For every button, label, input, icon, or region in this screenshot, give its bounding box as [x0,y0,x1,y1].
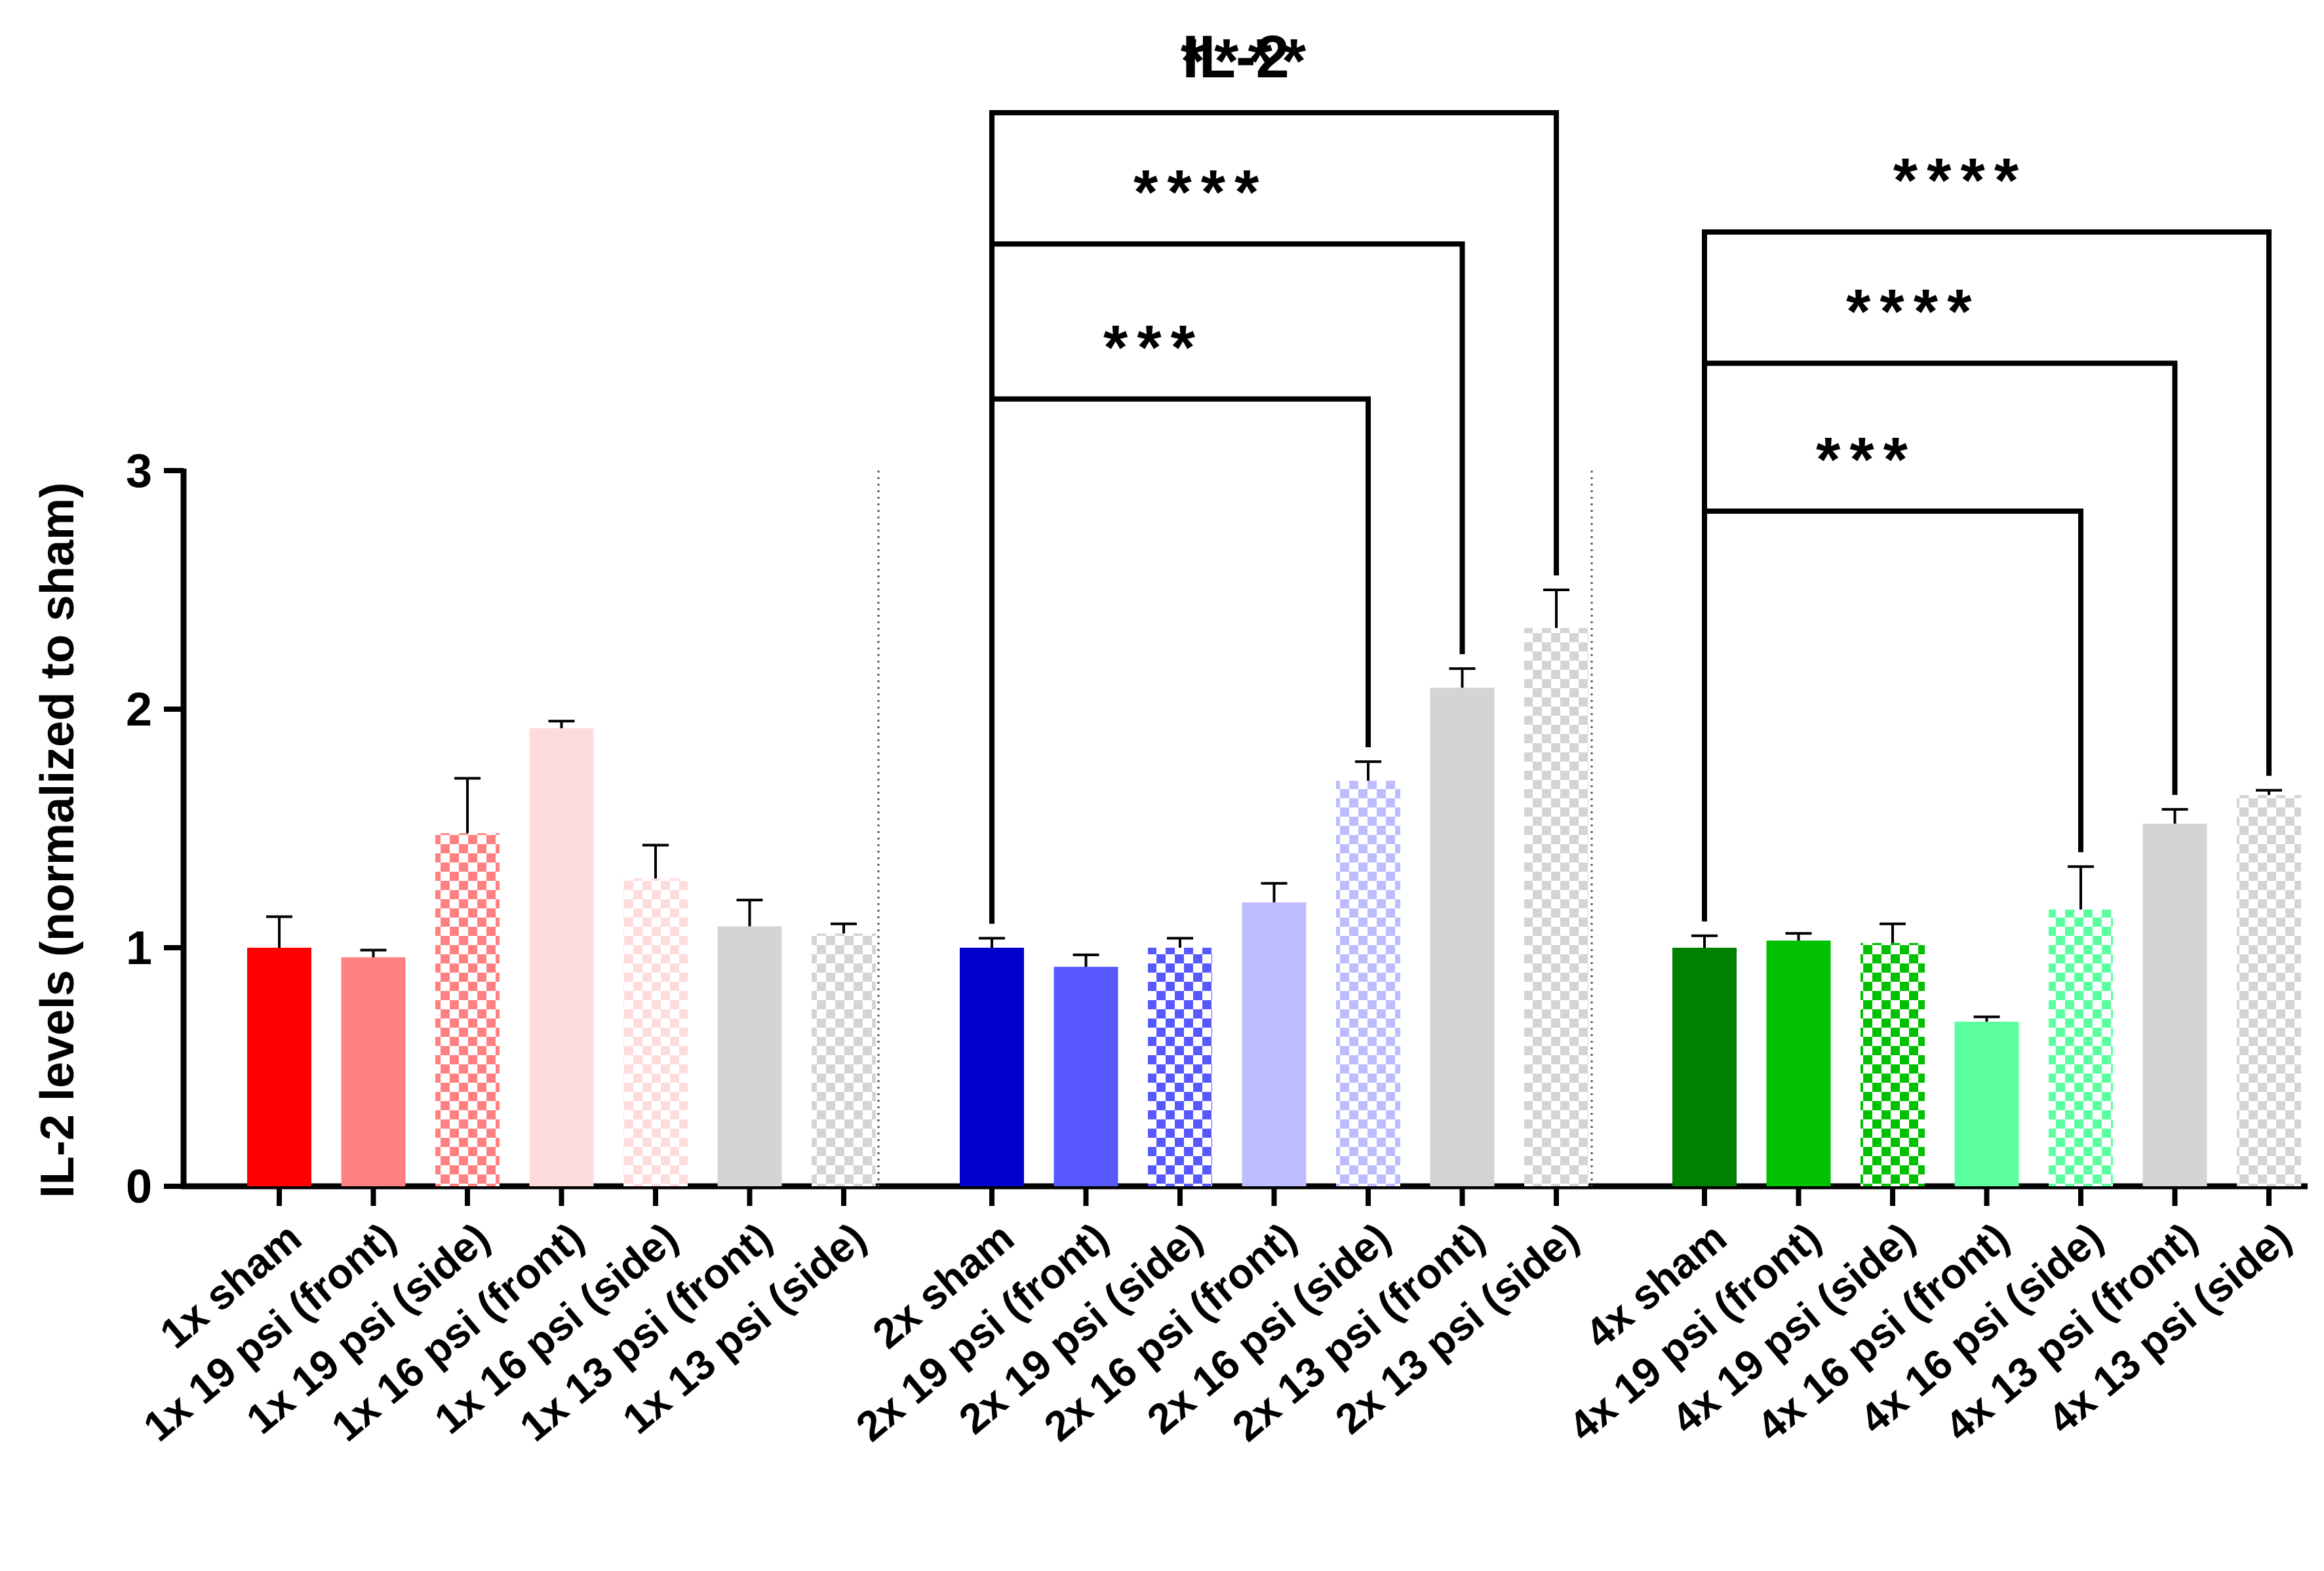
y-tick-label: 0 [126,1161,152,1213]
significance-label: *** [1103,313,1204,383]
bar [1430,688,1495,1186]
chart-title: IL-2 [1182,24,1290,90]
y-tick-label: 1 [126,922,152,975]
bar [1766,941,1831,1186]
bar [2237,795,2301,1186]
bar [1524,628,1588,1186]
significance-label: **** [1893,145,2028,216]
significance-label: **** [1181,26,1315,96]
bar [529,728,594,1186]
bar [1954,1021,2019,1186]
significance-label: **** [1133,157,1268,227]
significance-bracket [1702,508,2083,921]
y-axis-label: IL-2 levels (normalized to sham) [31,482,84,1198]
significance-bracket [1702,229,2272,921]
significance-bracket [989,396,1371,924]
significance-bracket [989,110,1559,924]
bar [247,948,311,1186]
y-tick-label: 3 [126,445,152,497]
bar [623,878,688,1186]
bar [341,957,406,1186]
bar [435,833,500,1186]
significance-label: *** [1816,425,1917,495]
significance-bracket [1702,360,2178,921]
bar [812,933,876,1186]
significance-label: **** [1846,277,1980,347]
bar [1672,948,1737,1186]
bar [1861,942,1925,1186]
y-tick-label: 2 [126,684,152,736]
bar [1054,967,1118,1186]
bar [1336,781,1400,1186]
bar [1242,902,1307,1186]
bar [1148,948,1212,1186]
bar [960,948,1024,1186]
bar [2142,823,2207,1186]
bar [2049,909,2113,1186]
bar [717,926,782,1186]
